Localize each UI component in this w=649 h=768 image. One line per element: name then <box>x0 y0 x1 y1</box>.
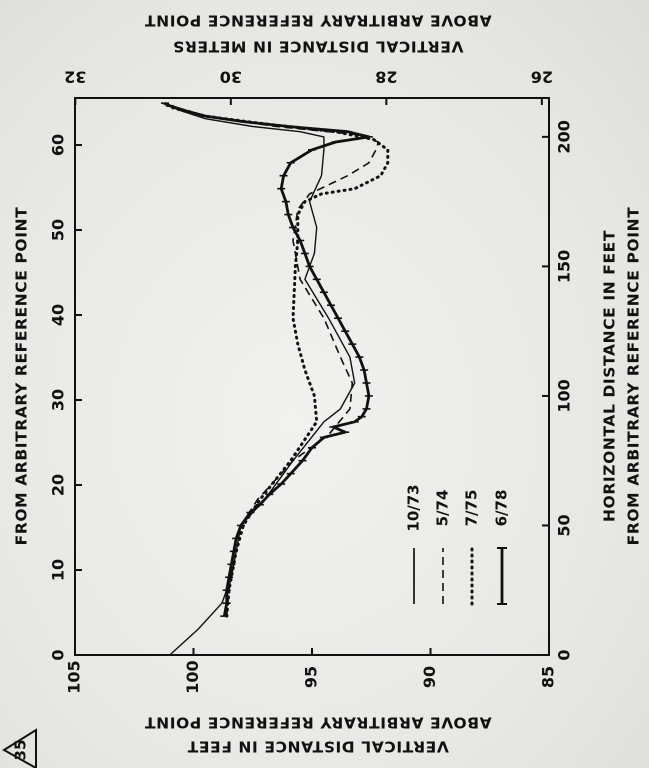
plot-frame <box>74 97 550 656</box>
y-feet-tick-label: 85 <box>539 666 558 688</box>
y-meters-tick-label: 28 <box>375 68 397 87</box>
y-meters-tick-label: 30 <box>220 68 242 87</box>
y-meters-tick-label: 32 <box>64 68 86 87</box>
legend-label-5-74: 5/74 <box>434 490 452 527</box>
series-line-7-75 <box>161 101 390 618</box>
figure-number-text: 35 <box>12 740 30 761</box>
x-feet-tick-label: 150 <box>555 250 574 283</box>
x-meters-tick-label: 40 <box>49 304 68 326</box>
y-feet-ticks: 85 90 95 100 105 <box>65 648 558 694</box>
series-line-6-78 <box>164 101 371 617</box>
x-meters-tick-label: 50 <box>49 219 68 241</box>
y-axis-meters-title-line1: VERTICAL DISTANCE IN METERS <box>173 38 464 56</box>
x-axis-feet-title-line2: FROM ARBITRARY REFERENCE POINT <box>625 207 643 546</box>
legend-label-6-78: 6/78 <box>493 490 511 527</box>
y-feet-tick-label: 95 <box>302 666 321 688</box>
x-axis-feet-title-line1: HORIZONTAL DISTANCE IN FEET <box>601 230 619 522</box>
x-feet-tick-label: 50 <box>555 514 574 536</box>
y-feet-tick-label: 100 <box>183 660 202 693</box>
figure-number-badge: 35 <box>2 728 37 768</box>
y-axis-meters-title-line2: ABOVE ARBITRARY REFERENCE POINT <box>144 12 491 30</box>
x-feet-tick-label: 100 <box>555 379 574 412</box>
figure-badge-triangle <box>2 728 37 768</box>
y-axis-feet-title-line2: ABOVE ARBITRARY REFERENCE POINT <box>144 714 491 732</box>
y-axis-feet-title-line1: VERTICAL DISTANCE IN FEET <box>187 738 449 756</box>
x-meters-tick-label: 30 <box>49 389 68 411</box>
x-feet-tick-label: 200 <box>555 120 574 153</box>
y-feet-tick-label: 105 <box>65 660 84 693</box>
legend: 10/73 5/74 7/75 6/78 <box>405 484 511 606</box>
y-feet-tick-label: 90 <box>420 666 439 688</box>
x-feet-ticks: 0 50 100 150 200 <box>542 120 574 661</box>
x-feet-tick-label: 0 <box>555 649 574 660</box>
series-line-10-73 <box>164 102 356 656</box>
legend-label-7-75: 7/75 <box>463 490 481 527</box>
x-axis-meters-title: FROM ARBITRARY REFERENCE POINT <box>13 207 31 546</box>
x-meters-ticks: 0 10 20 30 40 50 60 <box>49 134 82 661</box>
x-meters-tick-label: 20 <box>49 474 68 496</box>
legend-label-10-73: 10/73 <box>405 484 423 531</box>
series-line-5-74 <box>162 102 380 617</box>
y-meters-tick-label: 26 <box>531 68 553 87</box>
x-meters-tick-label: 60 <box>49 134 68 156</box>
x-meters-tick-label: 10 <box>49 559 68 581</box>
series-layer <box>161 101 390 656</box>
x-meters-tick-label: 0 <box>49 649 68 660</box>
y-meters-ticks: 26 28 30 32 <box>64 68 553 105</box>
